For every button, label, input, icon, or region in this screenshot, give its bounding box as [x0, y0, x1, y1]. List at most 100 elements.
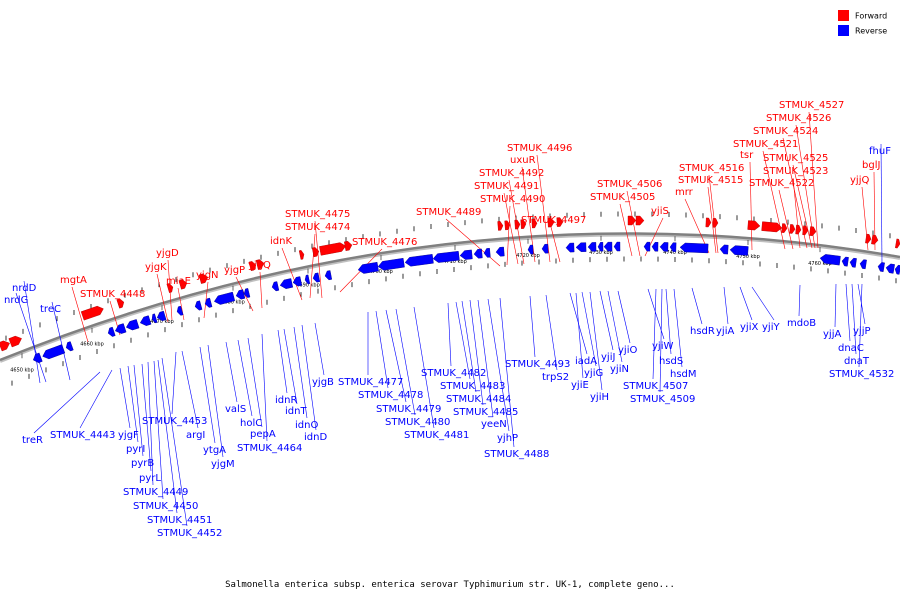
gene-label-yjgn: yjgN — [196, 270, 219, 281]
label-leader-line — [413, 306, 435, 429]
forward-gene-arrow — [871, 234, 879, 245]
gene-label-idno: idnO — [295, 420, 318, 431]
forward-gene-arrow — [178, 279, 188, 290]
tick-label: 4710 kbp — [443, 259, 467, 265]
gene-label-tsr: tsr — [740, 150, 754, 161]
tick-label: 4720 kbp — [516, 253, 540, 259]
reverse-gene-arrow — [65, 341, 74, 352]
label-leader-line — [619, 203, 633, 257]
reverse-gene-arrow — [42, 344, 66, 360]
label-leader-line — [199, 346, 216, 444]
forward-gene-arrow — [520, 219, 527, 229]
gene-label-stmuk-4521: STMUK_4521 — [733, 139, 798, 150]
gene-label-stmuk-4482: STMUK_4482 — [421, 368, 486, 379]
gene-label-yeen: yeeN — [481, 419, 507, 430]
forward-gene-arrow — [809, 226, 817, 237]
gene-label-yjgb: yjgB — [312, 377, 334, 388]
label-leader-line — [23, 280, 41, 384]
label-leader-line — [469, 299, 484, 406]
label-leader-line — [237, 339, 253, 417]
label-leader-line — [665, 288, 672, 355]
label-leader-line — [751, 286, 775, 321]
reverse-gene-arrow — [841, 256, 849, 267]
forward-gene-arrow — [248, 261, 257, 272]
label-leader-line — [181, 350, 199, 429]
label-leader-line — [808, 111, 819, 249]
gene-label-trec: treC — [40, 304, 61, 315]
reverse-gene-arrow — [114, 323, 127, 334]
label-leader-line — [447, 302, 452, 367]
label-leader-line — [762, 150, 786, 250]
forward-gene-arrow — [311, 247, 320, 258]
label-leader-line — [51, 301, 71, 381]
forward-gene-arrow — [0, 340, 10, 352]
reverse-gene-arrow — [107, 326, 116, 337]
gene-label-yjjq: yjjQ — [850, 175, 869, 186]
gene-label-trer: treR — [22, 435, 43, 446]
gene-label-stmuk-4477: STMUK_4477 — [338, 377, 403, 388]
forward-gene-arrow — [705, 217, 712, 228]
forward-gene-arrow — [795, 224, 802, 235]
gene-label-yjie: yjiE — [571, 380, 589, 391]
label-leader-line — [161, 357, 188, 527]
label-leader-line — [301, 324, 317, 431]
forward-gene-arrow — [712, 218, 719, 228]
gene-label-yjgk: yjgK — [145, 262, 167, 273]
reverse-gene-arrow — [404, 254, 434, 267]
forward-gene-arrow — [319, 242, 347, 256]
label-leader-line — [845, 283, 851, 342]
reverse-gene-arrow — [139, 315, 152, 326]
forward-gene-arrow — [895, 238, 900, 249]
label-leader-line — [309, 233, 316, 299]
label-leader-line — [385, 309, 407, 403]
label-leader-line — [499, 297, 515, 448]
reverse-gene-arrow — [377, 257, 405, 271]
reverse-gene-arrow — [271, 281, 280, 292]
tick-label: 4680 kbp — [221, 300, 245, 306]
forward-gene-arrow — [789, 224, 796, 234]
label-leader-line — [792, 164, 813, 249]
reverse-gene-arrow — [312, 272, 321, 283]
gene-label-nrdg: nrdG — [4, 295, 28, 306]
gene-label-pyri: pyrI — [126, 444, 145, 455]
label-leader-line — [691, 287, 703, 325]
gene-label-stmuk-4464: STMUK_4464 — [237, 443, 302, 454]
reverse-gene-arrow — [33, 352, 43, 363]
tick-label: 4690 kbp — [296, 282, 320, 288]
gene-label-mdob: mdoB — [787, 318, 816, 329]
reverse-gene-arrow — [194, 300, 203, 311]
label-leader-line — [503, 192, 519, 265]
label-leader-line — [15, 292, 47, 383]
reverse-gene-arrow — [819, 254, 841, 266]
label-leader-line — [455, 301, 471, 380]
reverse-gene-arrow — [473, 248, 483, 259]
gene-label-yjio: yjiO — [618, 345, 637, 356]
gene-label-stmuk-4483: STMUK_4483 — [440, 381, 505, 392]
label-leader-line — [617, 290, 631, 344]
reverse-gene-arrow — [483, 247, 491, 258]
gene-label-stmuk-4522: STMUK_4522 — [749, 178, 814, 189]
label-leader-line — [477, 299, 494, 418]
gene-label-hsdm: hsdM — [670, 369, 697, 380]
gene-label-stmuk-4476: STMUK_4476 — [352, 237, 417, 248]
gene-label-bglj: bglJ — [862, 160, 880, 171]
gene-label-stmuk-4527: STMUK_4527 — [779, 100, 844, 111]
label-leader-line — [281, 247, 303, 301]
reverse-gene-arrow — [613, 241, 621, 252]
legend-forward-label: Forward — [855, 12, 887, 21]
reverse-gene-arrow — [324, 270, 333, 281]
tick-label: 4750 kbp — [736, 254, 760, 260]
tick-label: 4730 kbp — [589, 250, 613, 256]
gene-label-stmuk-4443: STMUK_4443 — [50, 430, 115, 441]
gene-label-yjiw: yjiW — [652, 341, 673, 352]
gene-label-yjja: yjjA — [823, 329, 841, 340]
label-leader-line — [225, 341, 238, 403]
gene-label-yjix: yjiX — [740, 322, 758, 333]
forward-gene-arrow — [80, 305, 104, 321]
gene-label-stmuk-4532: STMUK_4532 — [829, 369, 894, 380]
gene-label-yjij: yjiJ — [601, 352, 615, 363]
label-leader-line — [749, 161, 753, 251]
label-leader-line — [607, 290, 623, 363]
label-leader-line — [798, 284, 801, 317]
